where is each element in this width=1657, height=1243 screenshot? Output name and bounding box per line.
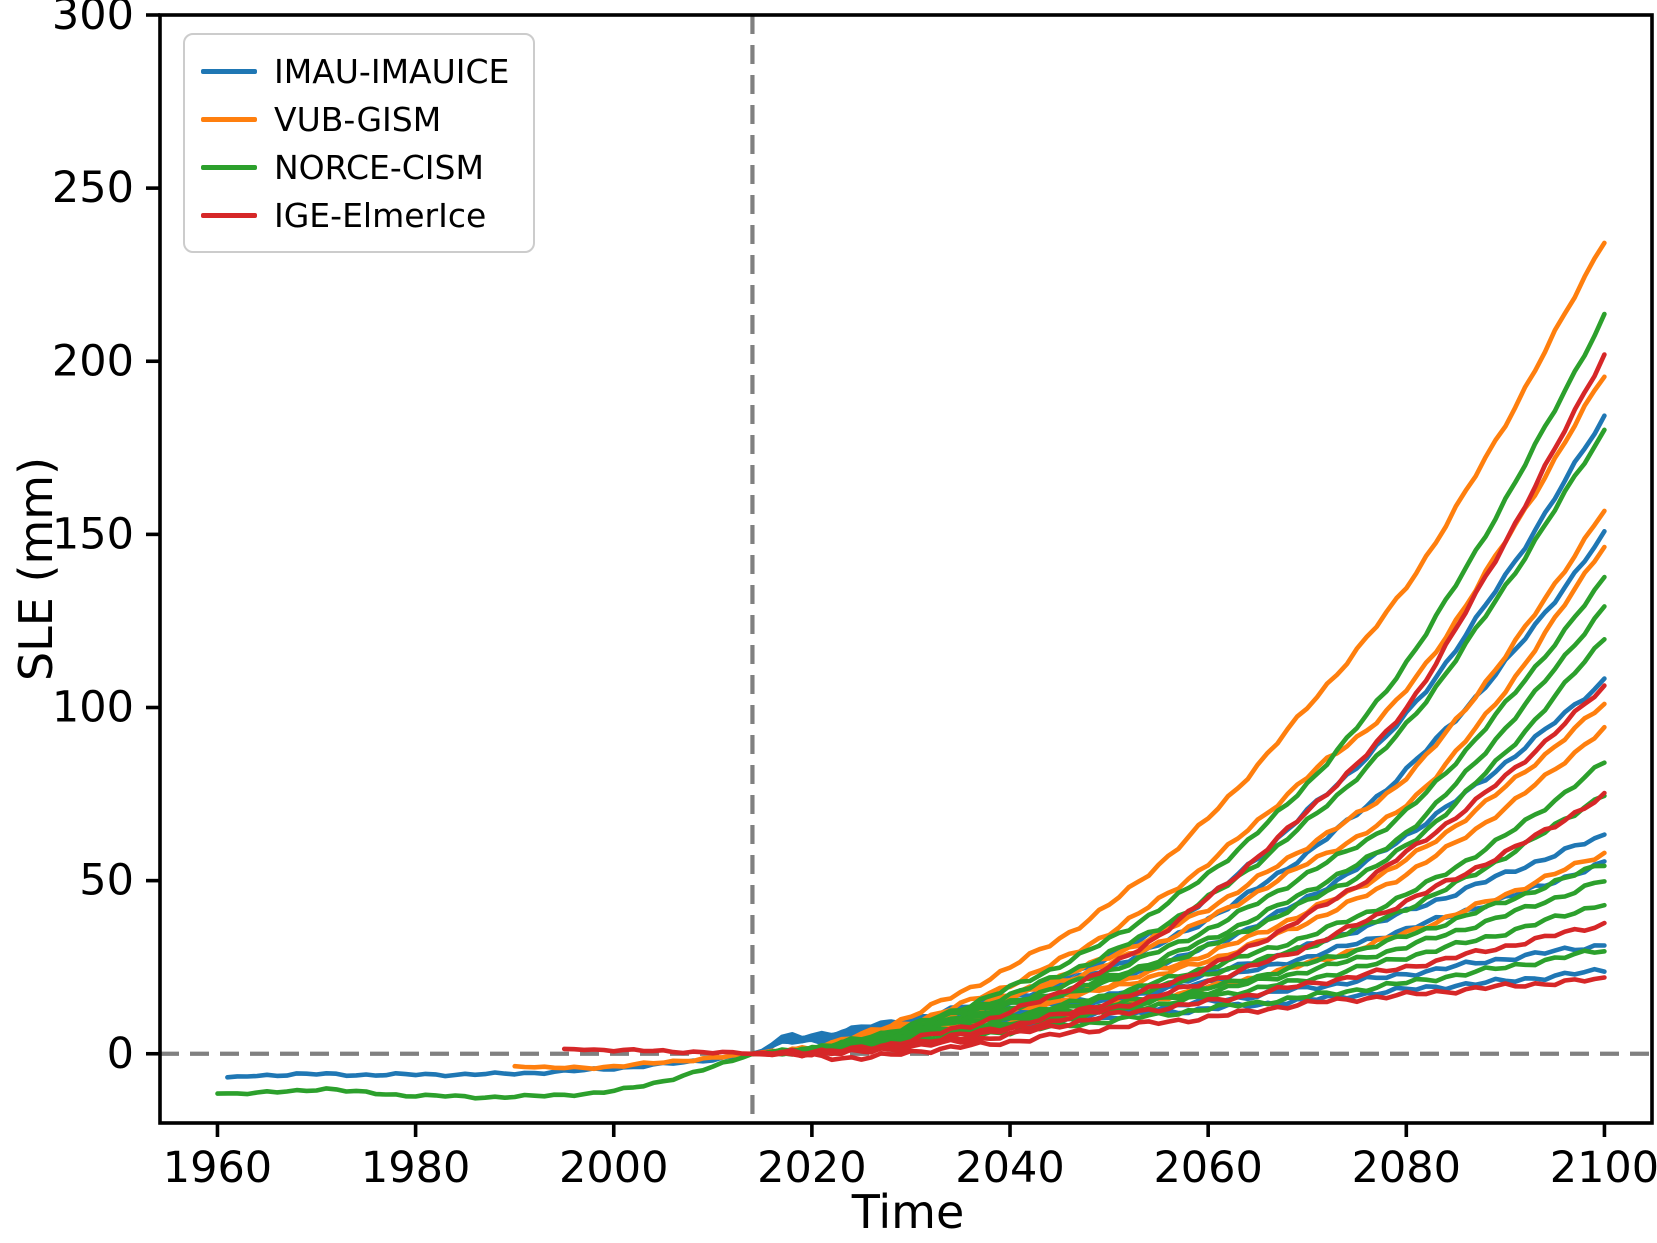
x-tick-label: 2100 bbox=[1550, 1143, 1657, 1193]
y-tick-label: 200 bbox=[52, 336, 134, 386]
line-norce-cism-projection-25 bbox=[750, 879, 1607, 1057]
y-axis-label: SLE (mm) bbox=[9, 456, 63, 682]
legend-entry-imau-imauice: IMAU-IMAUICE bbox=[201, 47, 509, 95]
y-tick-label: 300 bbox=[52, 0, 134, 40]
x-tick-label: 2080 bbox=[1352, 1143, 1461, 1193]
line-norce-cism-historical-16 bbox=[215, 1051, 755, 1101]
x-tick-label: 2060 bbox=[1153, 1143, 1262, 1193]
x-tick-label: 2040 bbox=[955, 1143, 1064, 1193]
x-tick-label: 1980 bbox=[361, 1143, 470, 1193]
line-vub-gism-historical-8 bbox=[512, 1051, 755, 1072]
legend-entry-vub-gism: VUB-GISM bbox=[201, 95, 509, 143]
legend-line-swatch bbox=[201, 68, 257, 74]
y-tick-label: 250 bbox=[52, 163, 134, 213]
line-imau-imauice-historical-0 bbox=[225, 1051, 755, 1080]
x-tick-label: 1960 bbox=[163, 1143, 272, 1193]
line-ige-elmerice-historical-28 bbox=[561, 1046, 755, 1057]
legend-label: IMAU-IMAUICE bbox=[274, 51, 510, 91]
legend-label: NORCE-CISM bbox=[274, 147, 484, 187]
legend-label: IGE-ElmerIce bbox=[274, 195, 487, 235]
y-tick-label: 150 bbox=[52, 509, 134, 559]
line-vub-gism-projection-9 bbox=[750, 240, 1607, 1057]
line-ige-elmerice-projection-32 bbox=[750, 920, 1607, 1059]
legend-line-swatch bbox=[201, 116, 257, 122]
legend: IMAU-IMAUICE VUB-GISM NORCE-CISM IGE-Elm… bbox=[183, 33, 536, 253]
line-vub-gism-projection-10 bbox=[750, 374, 1607, 1057]
line-ige-elmerice-projection-31 bbox=[750, 790, 1607, 1058]
legend-label: VUB-GISM bbox=[274, 99, 442, 139]
x-axis-label: Time bbox=[851, 1185, 965, 1239]
line-ige-elmerice-projection-33 bbox=[750, 975, 1607, 1063]
legend-entry-ige-elmerice: IGE-ElmerIce bbox=[201, 191, 509, 239]
legend-entry-norce-cism: NORCE-CISM bbox=[201, 143, 509, 191]
y-tick-label: 0 bbox=[107, 1029, 134, 1079]
y-tick-label: 50 bbox=[79, 856, 134, 906]
line-norce-cism-projection-19 bbox=[750, 574, 1607, 1057]
y-tick-label: 100 bbox=[52, 683, 134, 733]
plot-frame bbox=[158, 13, 1654, 1125]
x-tick-label: 2020 bbox=[757, 1143, 866, 1193]
legend-line-swatch bbox=[201, 164, 257, 170]
x-tick-label: 2000 bbox=[559, 1143, 668, 1193]
legend-line-swatch bbox=[201, 212, 257, 218]
